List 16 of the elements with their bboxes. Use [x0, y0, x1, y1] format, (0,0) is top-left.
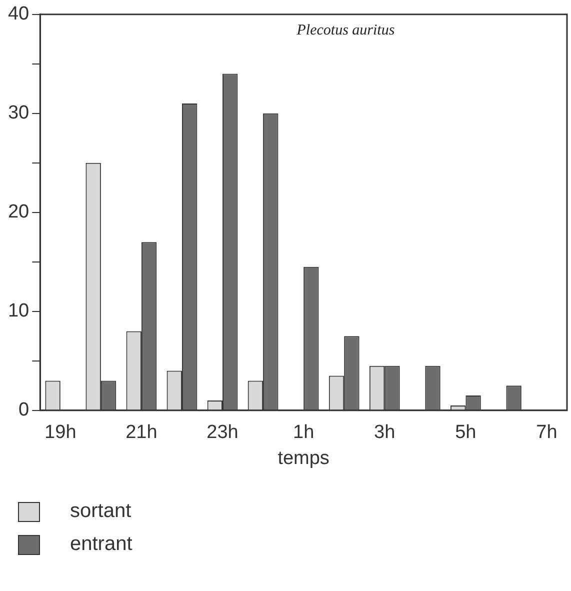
- text: Plecotus auritus: [296, 22, 395, 38]
- y-tick-label: 0: [18, 400, 30, 421]
- x-tick-label: 1h: [292, 422, 314, 444]
- legend-label: sortant: [70, 500, 132, 523]
- x-tick-label: 3h: [374, 422, 396, 444]
- x-tick-label: 5h: [455, 422, 476, 444]
- x-tick-label: 23h: [206, 422, 238, 444]
- x-tick-label: 7h: [536, 422, 558, 444]
- x-tick-label: 19h: [44, 422, 76, 444]
- y-tick-label: 10: [8, 300, 30, 322]
- y-tick-label: 40: [8, 4, 30, 25]
- y-tick-label: 20: [8, 202, 30, 223]
- y-tick-label: 30: [8, 102, 30, 124]
- x-axis-title: temps: [278, 448, 330, 469]
- legend-label: entrant: [70, 533, 132, 556]
- x-tick-label: 21h: [126, 422, 158, 444]
